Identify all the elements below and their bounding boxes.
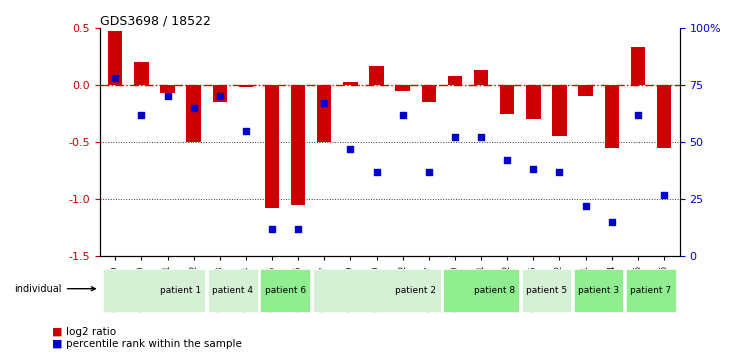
Bar xyxy=(160,85,174,93)
Text: patient 2: patient 2 xyxy=(395,286,436,295)
Text: ■: ■ xyxy=(52,326,62,337)
Text: ■: ■ xyxy=(52,339,62,349)
Point xyxy=(371,169,383,175)
Text: patient 4: patient 4 xyxy=(213,286,253,295)
Point xyxy=(319,101,330,106)
Text: patient 7: patient 7 xyxy=(630,286,671,295)
Point xyxy=(553,169,565,175)
Bar xyxy=(422,85,436,102)
Bar xyxy=(369,65,383,85)
Text: percentile rank within the sample: percentile rank within the sample xyxy=(66,339,242,349)
Bar xyxy=(343,82,358,85)
Bar xyxy=(526,85,540,119)
Point xyxy=(344,146,356,152)
Text: patient 1: patient 1 xyxy=(160,286,201,295)
Point xyxy=(528,167,539,172)
Bar xyxy=(500,85,514,114)
Text: patient 3: patient 3 xyxy=(578,286,619,295)
Bar xyxy=(108,32,122,85)
Bar xyxy=(265,85,279,208)
Text: GDS3698 / 18522: GDS3698 / 18522 xyxy=(99,15,210,28)
FancyBboxPatch shape xyxy=(626,269,676,312)
Point xyxy=(606,219,618,225)
Bar xyxy=(134,62,149,85)
Point xyxy=(632,112,644,118)
Point xyxy=(449,135,461,140)
Text: individual: individual xyxy=(15,284,95,294)
FancyBboxPatch shape xyxy=(443,269,519,312)
Point xyxy=(188,105,199,111)
Point xyxy=(110,75,121,81)
Bar xyxy=(474,70,488,85)
Text: patient 6: patient 6 xyxy=(264,286,305,295)
Bar xyxy=(238,85,253,87)
Bar xyxy=(186,85,201,142)
Point xyxy=(214,93,226,99)
Point xyxy=(475,135,487,140)
Point xyxy=(240,128,252,133)
Text: patient 8: patient 8 xyxy=(473,286,514,295)
Point xyxy=(135,112,147,118)
FancyBboxPatch shape xyxy=(261,269,310,312)
Bar xyxy=(213,85,227,102)
FancyBboxPatch shape xyxy=(313,269,441,312)
Text: patient 5: patient 5 xyxy=(526,286,567,295)
Point xyxy=(501,158,513,163)
Point xyxy=(397,112,408,118)
Point xyxy=(162,93,174,99)
Point xyxy=(580,203,592,209)
Bar xyxy=(291,85,305,205)
Point xyxy=(292,226,304,232)
Bar xyxy=(578,85,592,96)
Bar xyxy=(447,76,462,85)
FancyBboxPatch shape xyxy=(522,269,571,312)
FancyBboxPatch shape xyxy=(574,269,623,312)
Bar xyxy=(631,47,645,85)
Point xyxy=(658,192,670,198)
FancyBboxPatch shape xyxy=(208,269,258,312)
Point xyxy=(423,169,435,175)
Bar xyxy=(317,85,331,142)
FancyBboxPatch shape xyxy=(104,269,205,312)
Bar xyxy=(657,85,671,148)
Text: log2 ratio: log2 ratio xyxy=(66,326,116,337)
Bar xyxy=(552,85,567,136)
Bar xyxy=(395,85,410,91)
Bar xyxy=(604,85,619,148)
Point xyxy=(266,226,278,232)
